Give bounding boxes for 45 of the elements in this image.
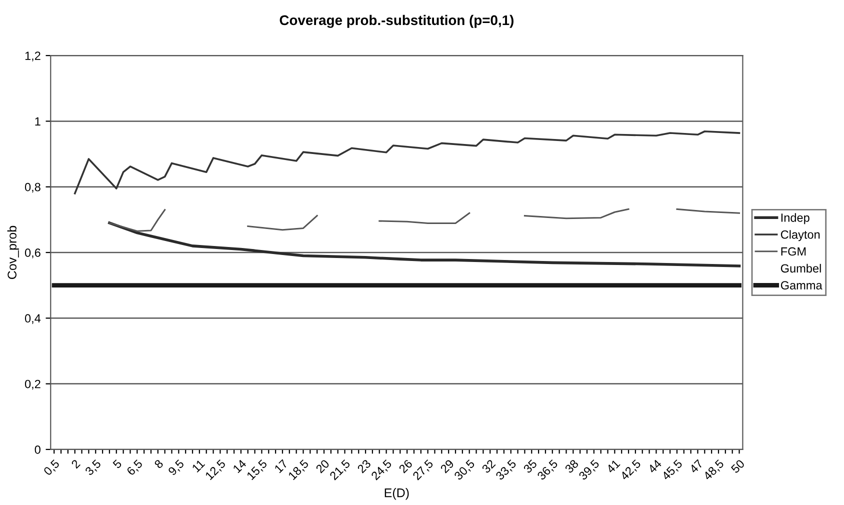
x-tick-label: 23 [356, 459, 372, 474]
x-tick-label: 48,5 [702, 459, 726, 482]
y-tick-label: 0,6 [24, 248, 40, 258]
line-series [108, 222, 741, 268]
x-tick-label: 11 [192, 459, 206, 473]
x-tick-label: 8 [154, 459, 164, 469]
x-tick-label: 5 [112, 459, 122, 469]
y-axis-title: Cov_prob [7, 226, 19, 279]
y-tick-label: 1,2 [25, 52, 40, 62]
x-tick-label: 42,5 [620, 459, 642, 482]
x-tick-label: 39,5 [578, 459, 601, 482]
x-tick-label: 20 [315, 459, 330, 474]
line-series [74, 130, 740, 194]
text: Gumbel [780, 264, 821, 273]
x-tick-label: 44 [647, 459, 662, 474]
chart-title: Coverage prob.-substitution (p=0,1) [280, 14, 514, 28]
y-tick-label: 0,8 [24, 182, 40, 193]
legend-label: FGM [781, 247, 806, 256]
x-tick-label: 36,5 [536, 459, 560, 482]
x-tick-label: 47 [688, 459, 704, 474]
x-tick-label: 0,5 [43, 459, 61, 477]
x-tick-label: 45,5 [661, 459, 684, 482]
x-tick-label: 14 [232, 459, 247, 474]
x-tick-label: 33,5 [495, 459, 518, 482]
x-tick-label: 35 [522, 459, 538, 474]
y-tick-label: 0 [34, 445, 40, 454]
x-tick-label: 9,5 [168, 459, 186, 477]
x-tick-label: 50 [730, 459, 746, 474]
x-tick-label: 17 [274, 459, 288, 474]
legend-label: Clayton [780, 230, 820, 242]
x-tick-label: 38 [564, 459, 579, 474]
x-tick-label: 3,5 [84, 459, 102, 477]
x-tick-label: 6,5 [126, 459, 144, 477]
x-tick-label: 29 [440, 459, 454, 474]
x-tick-label: 41 [606, 459, 620, 474]
x-tick-label: 2 [70, 459, 80, 469]
y-tick-label: 0,4 [24, 314, 41, 324]
x-tick-label: 32 [481, 459, 496, 474]
x-axis-title: E(D) [384, 488, 409, 500]
legend-label: Gamma [780, 281, 822, 290]
legend-label: Indep [781, 213, 810, 224]
x-tick-label: 26 [398, 459, 413, 474]
y-tick-label: 1 [35, 117, 40, 126]
y-tick-label: 0,2 [24, 380, 40, 390]
x-tick-label: 30,5 [454, 459, 476, 482]
